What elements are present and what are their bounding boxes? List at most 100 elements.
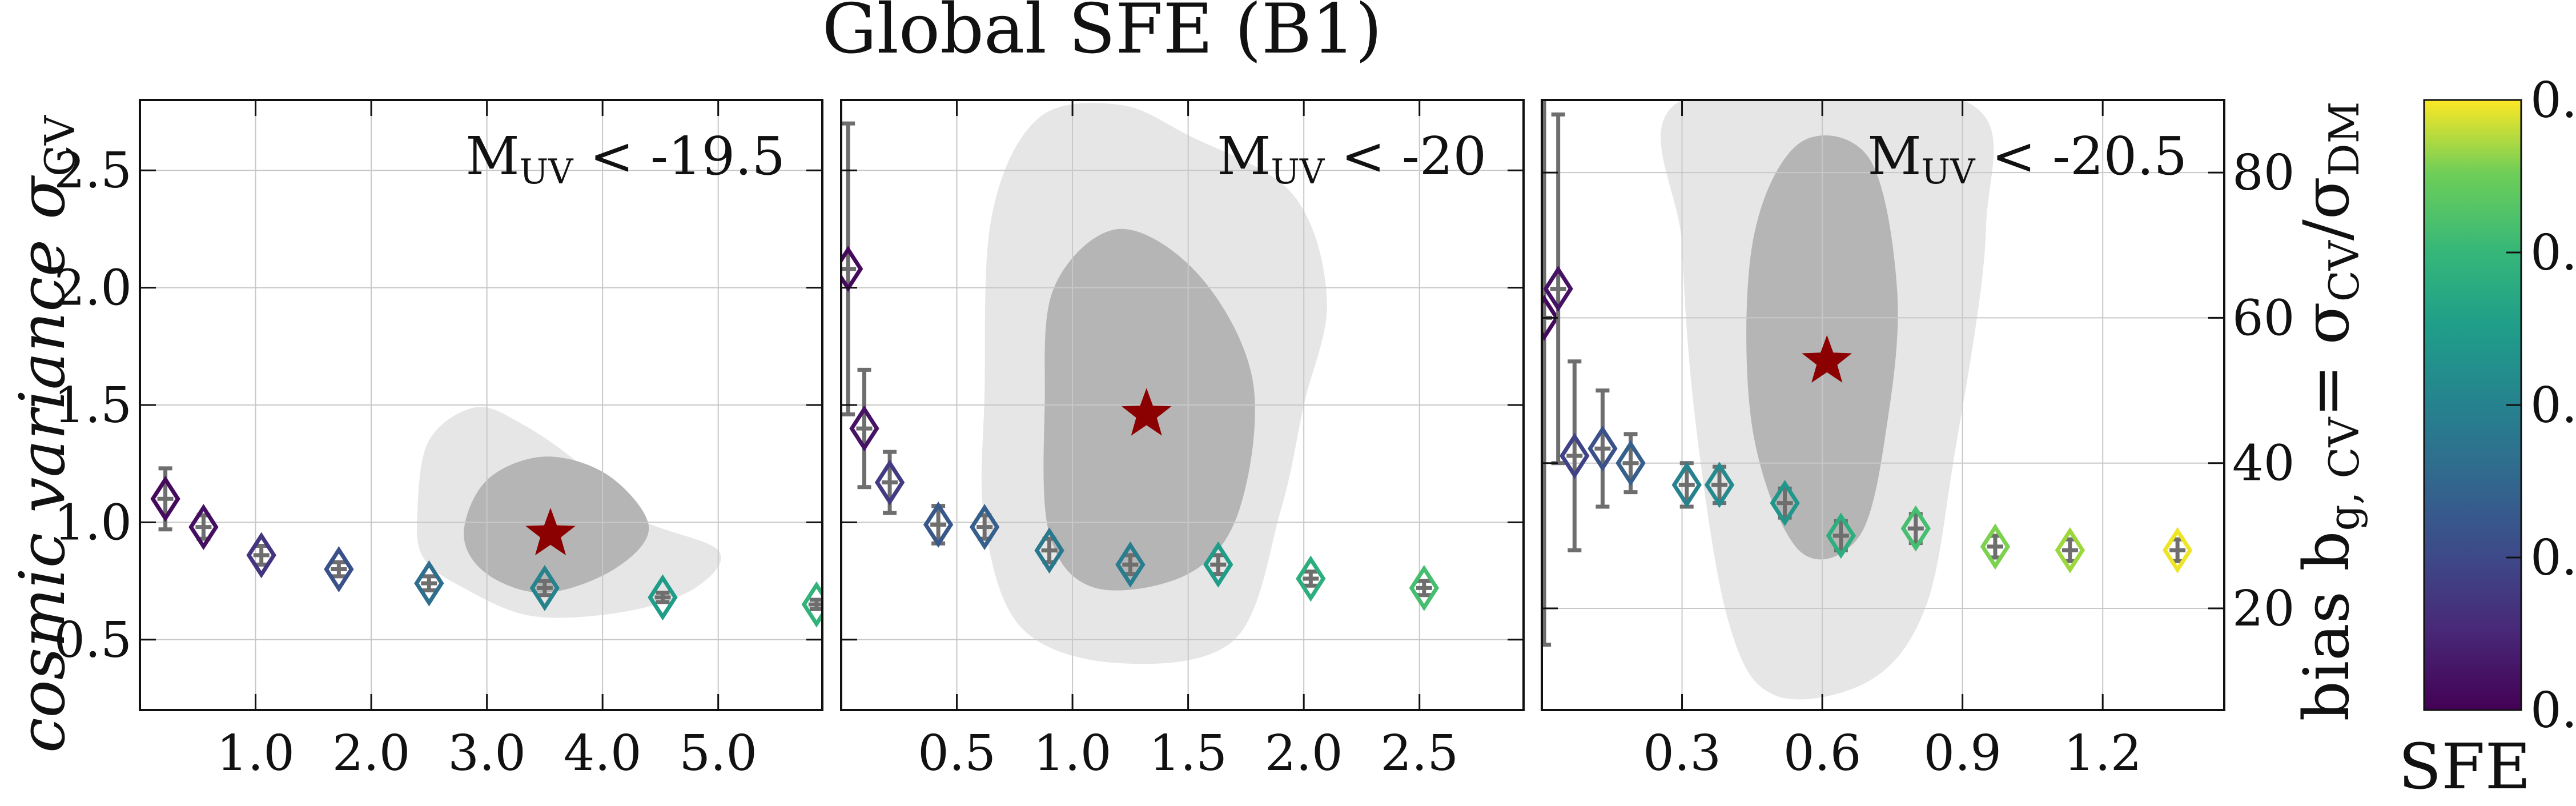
data-point [849,367,879,490]
sfe-diamond-marker [1034,527,1064,574]
right-y-axis-label-main: bias b [2290,531,2363,721]
x-tick-label: 2.0 [332,725,411,782]
sfe-diamond-marker [1296,555,1326,602]
x-tick-label: 1.5 [1149,725,1227,782]
panel-1: 1.0 2.0 3.0 4.0 5.0 0.5 1.0 1.5 2.0 2.5 MUV < -19.… [54,99,823,782]
data-point [1560,359,1590,552]
x-tick-label: 3.0 [448,725,526,782]
sfe-diamond-marker [150,475,180,522]
panel-label: MUV < -20.5 [1867,126,2187,192]
colorbar-tick-label: 0.20 [2530,72,2576,129]
x-tick-label: 1.2 [2064,725,2142,782]
panel-plot-area [841,100,1524,710]
right-y-axis-label-sub3: DM [2320,102,2368,177]
data-point [1115,541,1146,588]
sfe-diamond-marker [324,546,354,592]
y-tick-label: 2.0 [54,260,132,317]
panel-label-prefix: M [1217,126,1271,187]
data-point [1900,505,1931,552]
sfe-diamond-marker [969,504,1000,551]
sfe-diamond-marker [1900,505,1931,552]
x-tick-label: 4.0 [564,725,642,782]
sfe-diamond-marker [414,560,444,607]
sfe-diamond-marker [1409,564,1439,611]
y-tick-label: 1.0 [54,494,132,551]
colorbar-tick-label: 0.15 [2530,224,2576,282]
y-tick-label: 1.5 [54,377,132,434]
panel-frame [1541,99,2225,711]
data-point [1671,461,1702,509]
best-fit-star-marker [525,507,576,556]
data-point [1543,112,1573,466]
left-y-axis-label-sub: CV [36,114,84,177]
data-point [1615,432,1646,495]
sfe-diamond-marker [1115,541,1146,588]
x-tick-label: 0.6 [1783,725,1862,782]
data-point [1409,564,1439,611]
data-point [1826,512,1856,559]
sfe-diamond-marker [1671,462,1702,508]
data-point [188,504,219,551]
data-point [150,466,180,532]
sfe-diamond-marker [1770,480,1800,527]
sfe-diamond-marker [2162,527,2193,574]
sfe-diamond-marker [529,564,560,611]
data-point [414,560,444,607]
best-fit-star-marker [1122,388,1172,436]
sfe-diamond-marker [1542,294,1560,341]
right-y-tick-label: 40 [2232,435,2294,492]
sfe-diamond-marker [874,459,905,506]
data-point [1034,527,1064,574]
right-y-axis-label: bias bg, CV= σCV/σDM [2290,102,2368,721]
panel-label-suffix: < -19.5 [573,126,785,187]
x-tick-label: 2.0 [1265,725,1343,782]
right-y-axis-label-slash: /σ [2290,177,2363,240]
panel-label-sub: UV [1271,152,1325,192]
colorbar-tick-label: 0.00 [2530,682,2576,739]
right-y-axis-label-eq: = σ [2290,302,2363,417]
sfe-diamond-marker [648,574,678,621]
sfe-diamond-marker [1980,523,2011,570]
x-tick-label: 1.0 [216,725,295,782]
data-point [246,532,276,579]
data-point [2162,527,2193,574]
data-point [969,504,1000,551]
colorbar-label: SFE [2398,730,2531,803]
sfe-diamond-marker [923,502,954,548]
sfe-diamond-marker [849,405,879,452]
data-point [1770,480,1800,527]
data-point [1542,100,1560,647]
panel-label-sub: UV [1922,152,1976,192]
y-tick-label: 2.5 [54,142,132,199]
data-point [801,581,822,628]
figure-title: Global SFE (B1) [822,0,1383,69]
sfe-diamond-marker [1560,432,1590,479]
panel-label-prefix: M [1867,126,1921,187]
best-fit-star-marker [1802,335,1852,383]
panel-plot-area [140,100,822,710]
sfe-diamond-marker [246,532,276,579]
right-y-axis-label-sub2: CV [2320,239,2368,302]
panel-label-suffix: < -20 [1324,126,1486,187]
panel-label: MUV < -20 [1217,126,1486,192]
right-y-axis-label-sub: g, CV [2320,416,2368,531]
x-tick-label: 0.3 [1643,725,1721,782]
colorbar [2423,99,2522,711]
data-point [529,564,560,611]
panel-label-suffix: < -20.5 [1975,126,2187,187]
data-point [2055,527,2085,574]
colorbar-tick-label: 0.10 [2530,377,2576,434]
colorbar-ticks: 0.00 0.05 0.10 0.15 0.20 [2506,72,2576,739]
x-tick-label: 2.5 [1380,725,1458,782]
panel-label-prefix: M [465,126,519,187]
left-y-axis-label-main: cosmic variance σ [6,175,79,753]
left-y-axis-label: cosmic variance σCV [6,114,84,753]
panel-label: MUV < -19.5 [465,126,785,192]
panel-3: 0.3 0.6 0.9 1.2 20 40 60 80 MUV < -20.5 [1541,99,2294,782]
data-point [1203,541,1233,588]
data-point [1588,388,1618,509]
right-y-tick-label: 60 [2232,290,2294,347]
data-point [1980,523,2011,570]
panels-group: 1.0 2.0 3.0 4.0 5.00.51.01.52.02.5 MUV < -19.… [54,99,2294,782]
